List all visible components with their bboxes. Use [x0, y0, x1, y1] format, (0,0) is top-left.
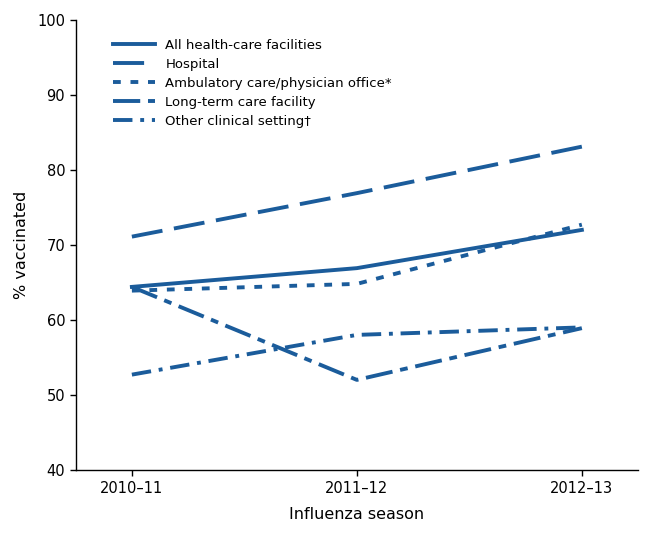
Long-term care facility: [128, 284, 136, 290]
Other clinical setting†: [578, 324, 585, 331]
Other clinical setting†: [353, 332, 361, 338]
Hospital: [578, 144, 585, 150]
Legend: All health-care facilities, Hospital, Ambulatory care/physician office*, Long-te: All health-care facilities, Hospital, Am…: [105, 31, 400, 136]
Y-axis label: % vaccinated: % vaccinated: [14, 191, 29, 299]
Line: Hospital: Hospital: [132, 147, 582, 236]
Ambulatory care/physician office*: [353, 281, 361, 287]
All health-care facilities: [578, 227, 585, 233]
Hospital: [128, 233, 136, 240]
Line: All health-care facilities: All health-care facilities: [132, 230, 582, 287]
Line: Ambulatory care/physician office*: Ambulatory care/physician office*: [132, 225, 582, 291]
Hospital: [353, 190, 361, 196]
Long-term care facility: [353, 377, 361, 383]
Ambulatory care/physician office*: [578, 221, 585, 228]
Ambulatory care/physician office*: [128, 287, 136, 294]
All health-care facilities: [353, 265, 361, 271]
All health-care facilities: [128, 284, 136, 290]
Line: Long-term care facility: Long-term care facility: [132, 287, 582, 380]
X-axis label: Influenza season: Influenza season: [289, 507, 424, 522]
Other clinical setting†: [128, 371, 136, 378]
Line: Other clinical setting†: Other clinical setting†: [132, 327, 582, 375]
Long-term care facility: [578, 325, 585, 331]
